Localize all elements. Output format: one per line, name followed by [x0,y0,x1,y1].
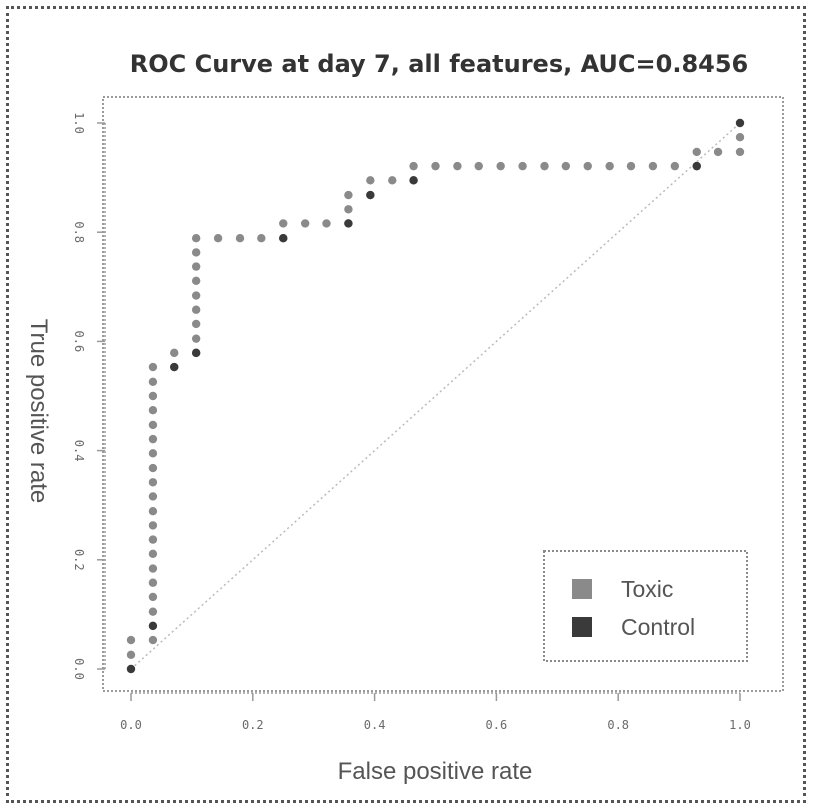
legend-label-toxic: Toxic [621,576,673,602]
toxic-point [213,234,223,243]
toxic-point [692,147,701,157]
toxic-point [474,161,483,171]
control-point [735,118,745,128]
toxic-point [191,305,201,314]
toxic-point [148,492,158,501]
toxic-point [235,234,245,243]
control-point [344,219,353,228]
toxic-point [148,549,158,558]
data-points [126,118,745,674]
toxic-point [148,564,158,573]
toxic-point [409,161,418,171]
control-point [148,621,158,631]
y-tick-label: 0.6 [72,331,86,353]
toxic-point [191,262,201,271]
x-tick-label: 0.8 [607,718,629,732]
toxic-point [322,219,331,228]
reference-diagonal-line [130,122,741,670]
x-tick-label: 0.0 [120,718,142,732]
toxic-point [344,190,353,200]
legend-swatch-toxic [572,579,592,599]
toxic-point [148,578,158,587]
x-tick-label: 0.6 [486,718,508,732]
control-point [126,664,136,674]
toxic-point [191,248,201,257]
roc-chart: ROC Curve at day 7, all features, AUC=0.… [25,50,784,785]
legend-swatch-control [572,617,592,637]
toxic-point [148,635,158,645]
toxic-point [148,535,158,544]
toxic-point [148,405,158,415]
toxic-point [540,161,549,171]
toxic-point [191,276,201,285]
toxic-point [518,161,527,171]
plot-area-border [102,96,784,692]
toxic-point [431,161,440,171]
toxic-point [148,377,158,387]
y-tick-label: 0.0 [72,658,86,680]
toxic-point [148,507,158,516]
toxic-point [191,234,201,243]
toxic-point [191,291,201,300]
toxic-point [257,234,266,243]
chart-title: ROC Curve at day 7, all features, AUC=0.… [130,50,749,78]
toxic-point [735,132,745,142]
x-axis: 0.0 0.2 0.4 0.6 0.8 1.0 [120,692,751,732]
legend: Toxic Control [543,550,748,662]
toxic-point [279,219,288,228]
toxic-point [148,463,158,473]
toxic-point [191,334,201,343]
toxic-point [148,434,158,444]
toxic-point [148,391,158,401]
control-point [692,161,701,171]
legend-box [543,550,748,662]
toxic-point [148,478,158,487]
toxic-point [605,161,614,171]
toxic-point [126,635,136,645]
chart-frame: ROC Curve at day 7, all features, AUC=0.… [6,6,806,803]
toxic-point [626,161,636,171]
toxic-point [561,161,571,171]
toxic-point [148,592,158,602]
toxic-point [648,161,658,171]
x-tick-label: 0.4 [364,718,386,732]
toxic-point [191,319,201,329]
toxic-point [300,219,310,228]
control-point [279,234,288,243]
control-point [191,348,201,358]
control-point [409,176,418,185]
toxic-point [148,449,158,458]
y-tick-label: 0.2 [72,549,86,571]
control-point [170,362,179,372]
toxic-point [670,161,680,171]
toxic-point [496,161,505,171]
toxic-point [453,161,462,171]
y-axis: 0.0 0.2 0.4 0.6 0.8 1.0 [72,112,106,680]
toxic-point [170,348,179,358]
y-tick-label: 0.4 [72,440,86,462]
toxic-point [344,205,353,214]
toxic-point [148,362,158,372]
x-tick-label: 1.0 [729,718,751,732]
y-axis-label: True positive rate [25,319,52,504]
toxic-point [583,161,592,171]
toxic-point [126,650,136,660]
y-tick-label: 1.0 [72,112,86,134]
control-point [366,190,375,200]
toxic-point [148,521,158,530]
y-tick-label: 0.8 [72,221,86,243]
toxic-point [735,147,745,157]
x-axis-label: False positive rate [338,758,533,785]
toxic-point [366,176,375,185]
toxic-point [148,420,158,430]
x-tick-label: 0.2 [242,718,264,732]
toxic-point [388,176,397,185]
legend-label-control: Control [621,614,695,640]
toxic-point [148,607,158,616]
toxic-point [713,147,723,157]
